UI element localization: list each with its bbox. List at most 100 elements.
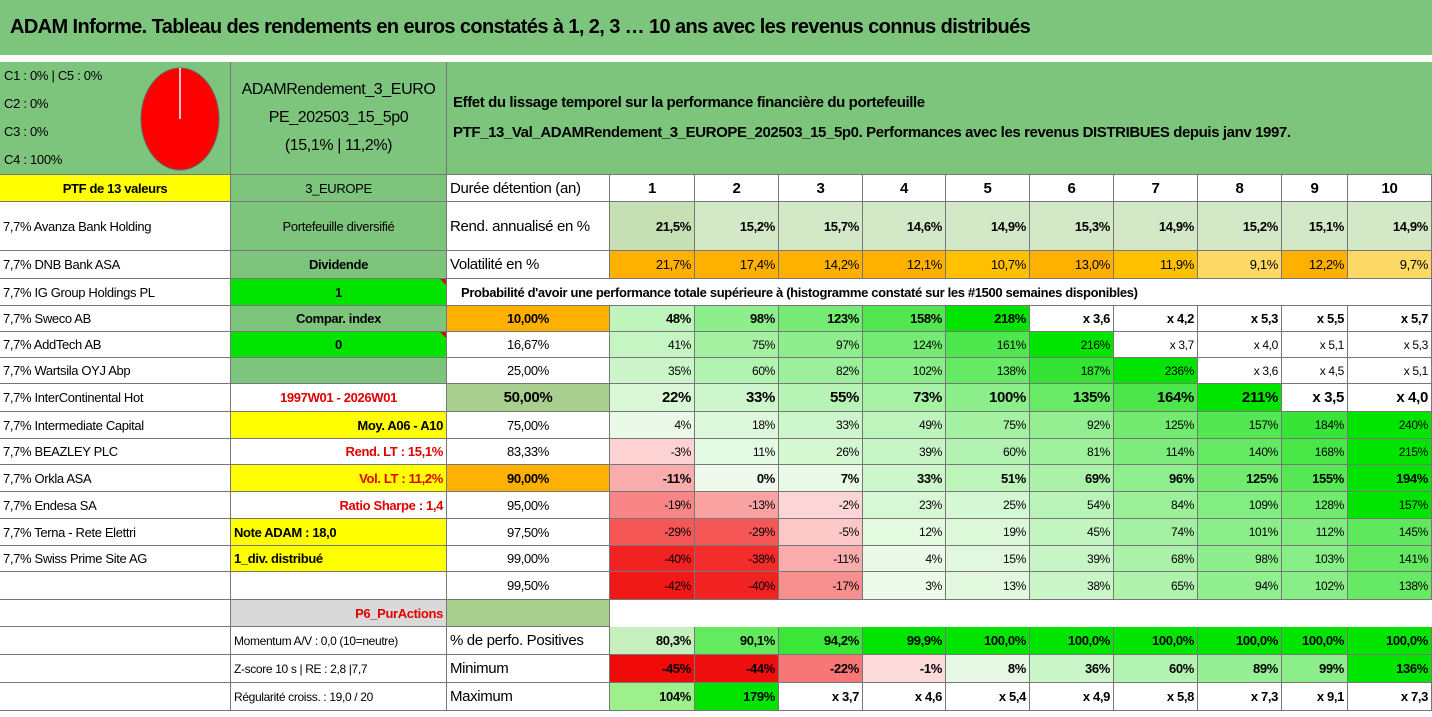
fund-name-line3: (15,1% | 11,2%) [284, 137, 393, 154]
year-header: 8 [1198, 175, 1282, 202]
empty-info-cell [231, 572, 447, 600]
description-line2: PTF_13_Val_ADAMRendement_3_EUROPE_202503… [453, 124, 1291, 141]
empty-cell [0, 600, 231, 627]
probability-value: 60% [695, 358, 779, 384]
positive-perf-value: 100,0% [1282, 627, 1348, 655]
holding-row: 7,7% DNB Bank ASA [0, 251, 231, 279]
volatility-value: 12,2% [1282, 251, 1348, 279]
probability-value: 123% [779, 306, 863, 332]
probability-value: -11% [779, 546, 863, 572]
year-header: 2 [695, 175, 779, 202]
annual-return-value: 15,1% [1282, 202, 1348, 251]
probability-value: 100% [946, 384, 1030, 412]
probability-value: 124% [863, 332, 946, 358]
maximum-value: x 7,3 [1348, 683, 1432, 711]
zscore-indicator: Z-score 10 s | RE : 2,8 |7,7 [231, 655, 447, 683]
probability-level: 90,00% [447, 465, 610, 492]
probability-value: 73% [863, 384, 946, 412]
probability-value: 184% [1282, 412, 1348, 439]
probability-value: 194% [1348, 465, 1432, 492]
allocation-pie-chart [140, 67, 220, 171]
probability-value: x 3,7 [1114, 332, 1198, 358]
probability-value: 101% [1198, 519, 1282, 546]
probability-value: 68% [1114, 546, 1198, 572]
maximum-value: x 4,9 [1030, 683, 1114, 711]
minimum-value: 89% [1198, 655, 1282, 683]
description-line1: Effet du lissage temporel sur la perform… [453, 94, 925, 111]
probability-value: 98% [1198, 546, 1282, 572]
annual-return-value: 15,2% [695, 202, 779, 251]
probability-value: 187% [1030, 358, 1114, 384]
probability-value: x 5,5 [1282, 306, 1348, 332]
probability-value: -13% [695, 492, 779, 519]
probability-value: 161% [946, 332, 1030, 358]
duration-label: Durée détention (an) [447, 175, 610, 202]
volatility-label: Volatilité en % [447, 251, 610, 279]
probability-value: 11% [695, 439, 779, 465]
probability-level: 83,33% [447, 439, 610, 465]
probability-level: 25,00% [447, 358, 610, 384]
probability-value: 35% [610, 358, 695, 384]
volatility-value: 9,7% [1348, 251, 1432, 279]
positive-perf-value: 80,3% [610, 627, 695, 655]
probability-value: 168% [1282, 439, 1348, 465]
holding-row: 7,7% Wartsila OYJ Abp [0, 358, 231, 384]
empty-cell [0, 627, 231, 655]
holding-row: 7,7% Orkla ASA [0, 465, 231, 492]
probability-value: x 4,2 [1114, 306, 1198, 332]
volatility-value: 9,1% [1198, 251, 1282, 279]
diversified-label: Portefeuille diversifié [231, 202, 447, 251]
probability-value: 84% [1114, 492, 1198, 519]
probability-value: 75% [695, 332, 779, 358]
maximum-value: 179% [695, 683, 779, 711]
holding-row: 7,7% IG Group Holdings PL [0, 279, 231, 306]
year-header: 6 [1030, 175, 1114, 202]
positive-perf-value: 100,0% [1348, 627, 1432, 655]
adam-score: Note ADAM : 18,0 [231, 519, 447, 546]
positive-perf-value: 100,0% [946, 627, 1030, 655]
annual-return-value: 14,9% [1114, 202, 1198, 251]
probability-value: 19% [946, 519, 1030, 546]
probability-value: 65% [1114, 572, 1198, 600]
probability-value: x 4,0 [1198, 332, 1282, 358]
portfolio-count-label: PTF de 13 valeurs [0, 175, 231, 202]
sharpe-ratio: Ratio Sharpe : 1,4 [231, 492, 447, 519]
volatility-value: 12,1% [863, 251, 946, 279]
probability-value: 125% [1114, 412, 1198, 439]
probability-value: 22% [610, 384, 695, 412]
compare-index-label: Compar. index [231, 306, 447, 332]
probability-value: 164% [1114, 384, 1198, 412]
positive-perf-label: % de perfo. Positives [447, 627, 610, 655]
annual-return-value: 15,2% [1198, 202, 1282, 251]
annual-return-value: 15,3% [1030, 202, 1114, 251]
maximum-value: x 3,7 [779, 683, 863, 711]
maximum-value: x 5,8 [1114, 683, 1198, 711]
probability-value: -3% [610, 439, 695, 465]
maximum-value: 104% [610, 683, 695, 711]
legend-c4: C4 : 100% [4, 152, 63, 167]
maximum-label: Maximum [447, 683, 610, 711]
probability-value: -11% [610, 465, 695, 492]
positive-perf-value: 94,2% [779, 627, 863, 655]
positive-perf-value: 100,0% [1198, 627, 1282, 655]
compare-index-value: 0 [231, 332, 447, 358]
average-period-label: Moy. A06 - A10 [231, 412, 447, 439]
probability-value: 60% [946, 439, 1030, 465]
regularity-indicator: Régularité croiss. : 19,0 / 20 [231, 683, 447, 711]
fund-name: ADAMRendement_3_EURO PE_202503_15_5p0 (1… [231, 62, 447, 175]
probability-value: 215% [1348, 439, 1432, 465]
probability-value: 81% [1030, 439, 1114, 465]
probability-value: 155% [1282, 465, 1348, 492]
volatility-value: 13,0% [1030, 251, 1114, 279]
probability-value: 240% [1348, 412, 1432, 439]
holding-row: 7,7% AddTech AB [0, 332, 231, 358]
probability-value: 82% [779, 358, 863, 384]
probability-value: 216% [1030, 332, 1114, 358]
empty-info-cell [231, 358, 447, 384]
positive-perf-value: 99,9% [863, 627, 946, 655]
probability-caption: Probabilité d'avoir une performance tota… [447, 279, 1432, 306]
probability-value: 12% [863, 519, 946, 546]
probability-level: 95,00% [447, 492, 610, 519]
probability-value: 4% [863, 546, 946, 572]
maximum-value: x 5,4 [946, 683, 1030, 711]
